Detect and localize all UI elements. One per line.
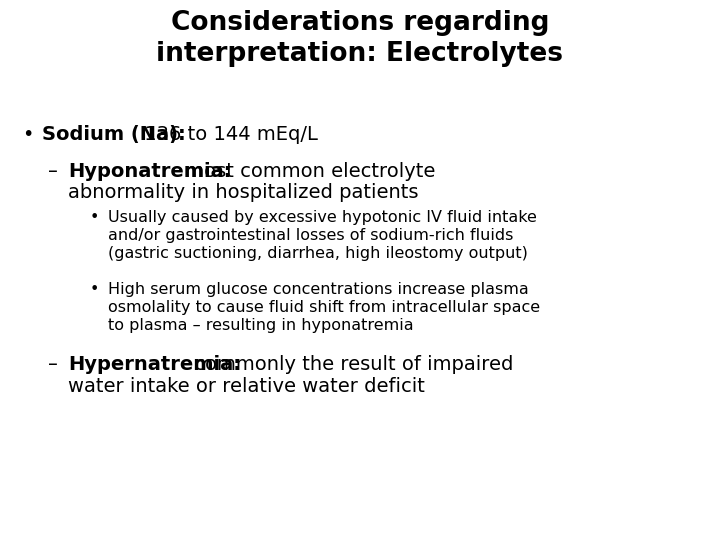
Text: abnormality in hospitalized patients: abnormality in hospitalized patients: [68, 183, 418, 202]
Text: Sodium (Na):: Sodium (Na):: [42, 125, 186, 144]
Text: High serum glucose concentrations increase plasma: High serum glucose concentrations increa…: [108, 282, 528, 297]
Text: Hypernatremia:: Hypernatremia:: [68, 355, 241, 374]
Text: most common electrolyte: most common electrolyte: [179, 162, 436, 181]
Text: and/or gastrointestinal losses of sodium-rich fluids: and/or gastrointestinal losses of sodium…: [108, 228, 513, 243]
Text: Hyponatremia:: Hyponatremia:: [68, 162, 232, 181]
Text: –: –: [48, 162, 58, 181]
Text: Considerations regarding
interpretation: Electrolytes: Considerations regarding interpretation:…: [156, 10, 564, 67]
Text: Usually caused by excessive hypotonic IV fluid intake: Usually caused by excessive hypotonic IV…: [108, 210, 537, 225]
Text: (gastric suctioning, diarrhea, high ileostomy output): (gastric suctioning, diarrhea, high ileo…: [108, 246, 528, 261]
Text: 136 to 144 mEq/L: 136 to 144 mEq/L: [138, 125, 318, 144]
Text: commonly the result of impaired: commonly the result of impaired: [188, 355, 513, 374]
Text: •: •: [90, 282, 99, 297]
Text: •: •: [22, 125, 33, 144]
Text: water intake or relative water deficit: water intake or relative water deficit: [68, 377, 425, 396]
Text: osmolality to cause fluid shift from intracellular space: osmolality to cause fluid shift from int…: [108, 300, 540, 315]
Text: •: •: [90, 210, 99, 225]
Text: to plasma – resulting in hyponatremia: to plasma – resulting in hyponatremia: [108, 318, 413, 333]
Text: –: –: [48, 355, 58, 374]
